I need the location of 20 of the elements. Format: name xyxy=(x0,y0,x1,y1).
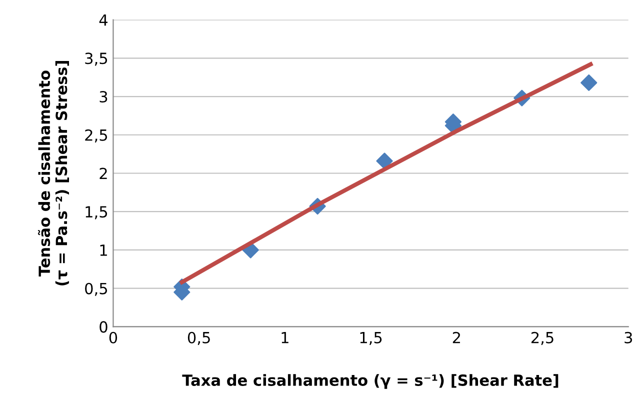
x-tick-label: 1,5 xyxy=(360,332,382,345)
x-axis-title: Taxa de cisalhamento (γ = s⁻¹) [Shear Rate] xyxy=(182,374,558,389)
y-tick-label: 3,5 xyxy=(85,52,108,66)
x-tick-label: 1 xyxy=(282,332,288,344)
x-tick-label: 0,5 xyxy=(188,332,210,345)
x-tick-label: 2,5 xyxy=(531,332,554,345)
y-tick-label: 1 xyxy=(100,244,107,256)
y-tick-label: 0,5 xyxy=(85,282,108,296)
y-axis-title: Tensão de cisalhamento (τ = Pa.s⁻²) [Shear Stress] xyxy=(38,61,69,286)
y-tick-label: 2 xyxy=(100,168,107,180)
x-tick-label: 2 xyxy=(452,332,460,344)
y-tick-label: 3 xyxy=(100,90,108,103)
x-tick-label: 0 xyxy=(109,332,118,344)
x-tick-label: 3 xyxy=(624,332,632,344)
y-tick-label: 2,5 xyxy=(85,129,108,142)
y-tick-label: 1,5 xyxy=(86,206,108,220)
y-tick-label: 0 xyxy=(100,321,108,333)
point xyxy=(580,74,598,91)
y-tick-label: 4 xyxy=(99,14,108,26)
point xyxy=(376,152,393,170)
